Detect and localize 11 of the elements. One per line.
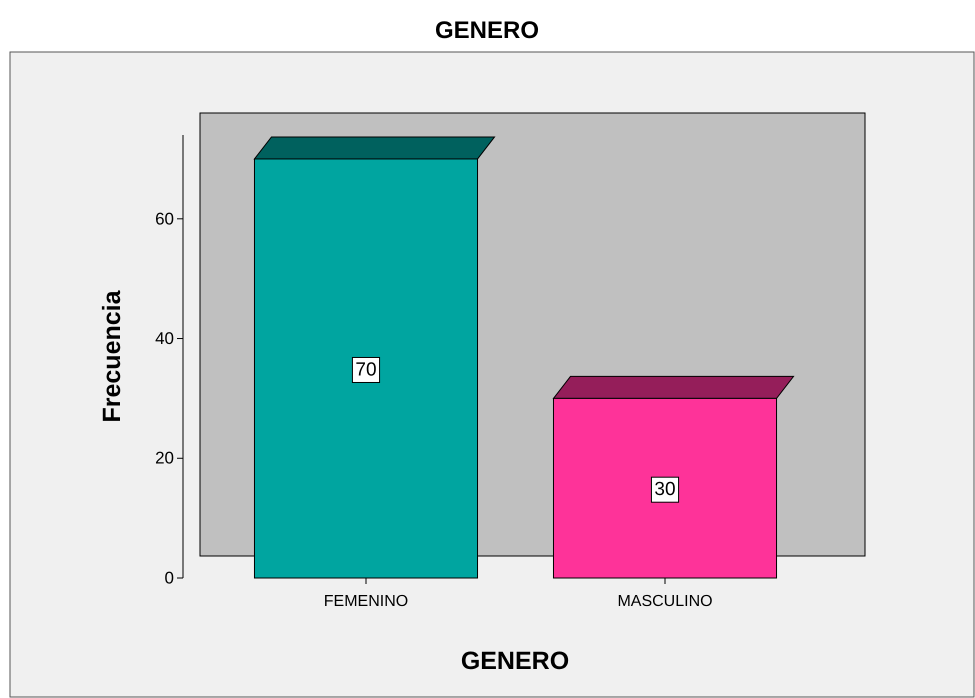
data-label: 70 [355,359,377,380]
x-tick-label: MASCULINO [617,593,713,610]
y-tick-label: 0 [164,568,174,588]
y-tick-label: 20 [155,448,174,468]
y-axis-title: Frecuencia [98,289,126,423]
chart-title: GENERO [434,17,540,44]
y-tick-label: 40 [155,328,174,348]
x-tick-label: FEMENINO [324,593,408,610]
y-tick-label: 60 [155,209,174,228]
x-axis-title: GENERO [460,647,570,675]
data-label: 30 [654,479,676,500]
